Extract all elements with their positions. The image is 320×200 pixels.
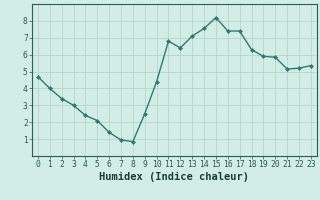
X-axis label: Humidex (Indice chaleur): Humidex (Indice chaleur) xyxy=(100,172,249,182)
